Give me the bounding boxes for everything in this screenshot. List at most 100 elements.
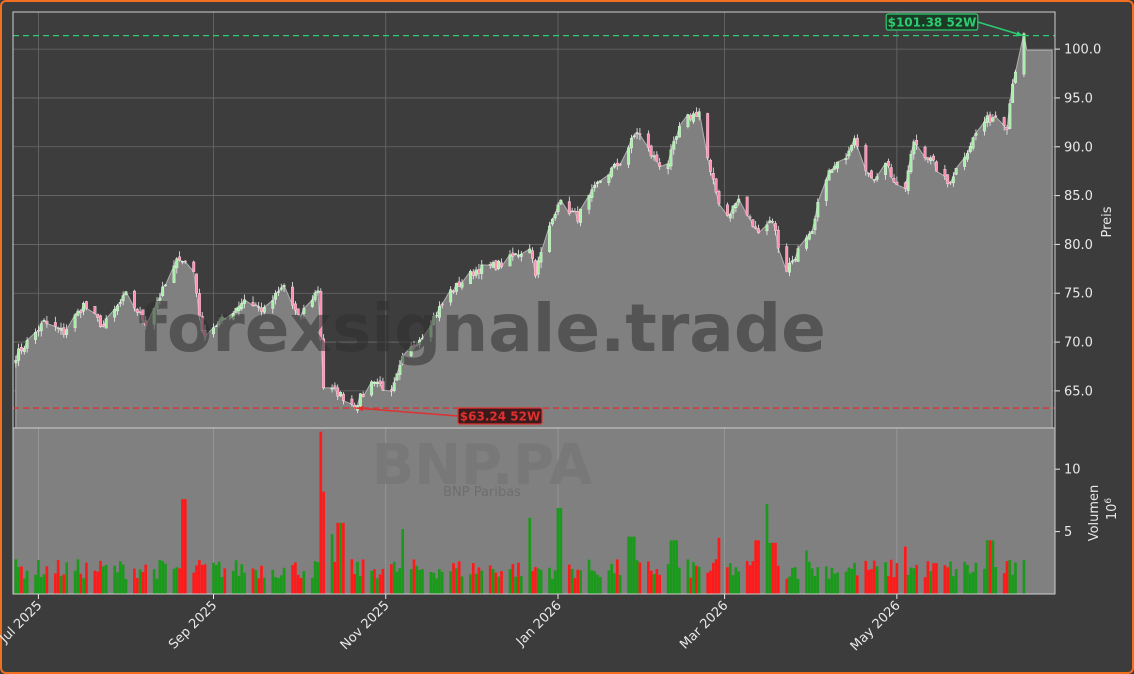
- volume-bar: [774, 542, 777, 594]
- candle-body: [175, 258, 179, 269]
- volume-bar: [531, 570, 534, 594]
- volume-bar: [573, 578, 577, 594]
- candle-body: [652, 155, 656, 157]
- volume-bar: [892, 577, 896, 594]
- volume-bar: [20, 566, 23, 594]
- candle-body: [923, 146, 927, 158]
- volume-bar: [449, 571, 453, 594]
- candle-body: [22, 348, 26, 352]
- volume-bar: [785, 578, 789, 594]
- candle-body: [1014, 71, 1017, 83]
- candle-body: [457, 281, 461, 287]
- volume-bar: [373, 569, 376, 594]
- volume-bar: [438, 569, 441, 594]
- volume-bar: [776, 565, 780, 594]
- price-tick-label: 90.0: [1064, 140, 1093, 155]
- volume-bar: [322, 491, 325, 594]
- volume-bar: [548, 567, 551, 594]
- candle-body: [926, 157, 930, 160]
- volume-bar: [847, 567, 851, 594]
- candle-body: [514, 253, 518, 255]
- candle-body: [440, 303, 444, 306]
- volume-bar: [59, 575, 63, 594]
- volume-bar: [796, 578, 800, 594]
- candle-body: [181, 261, 184, 263]
- volume-bar: [570, 569, 574, 594]
- x-tick-label: Mar 2026: [677, 598, 731, 652]
- candle-body: [99, 315, 102, 327]
- candle-body: [164, 284, 167, 287]
- candle-body: [870, 170, 873, 179]
- candle-body: [373, 382, 376, 384]
- volume-bar: [429, 572, 433, 594]
- candle-body: [336, 387, 340, 397]
- candle-body: [53, 322, 57, 327]
- volume-bar: [310, 577, 314, 594]
- volume-bar: [198, 560, 201, 594]
- volume-bar: [494, 572, 498, 594]
- candle-body: [36, 330, 40, 332]
- volume-bar: [82, 578, 85, 594]
- candle-body: [903, 182, 907, 189]
- volume-bar: [358, 575, 362, 594]
- candle-body: [322, 338, 326, 389]
- candle-body: [790, 260, 794, 263]
- volume-bar: [870, 569, 873, 594]
- candle-body: [254, 304, 258, 307]
- x-tick-label: Jul 2025: [0, 598, 45, 647]
- candle-body: [361, 393, 365, 397]
- candle-body: [807, 233, 811, 240]
- volume-bar: [672, 540, 676, 594]
- candle-body: [432, 315, 436, 326]
- candle-body: [418, 339, 422, 345]
- volume-bar: [469, 574, 472, 594]
- volume-bar: [754, 540, 758, 594]
- candle-body: [627, 147, 631, 165]
- candle-body: [302, 308, 306, 314]
- candle-body: [768, 220, 772, 223]
- volume-bar: [576, 569, 580, 594]
- candle-body: [25, 340, 29, 349]
- volume-bar: [415, 565, 419, 594]
- volume-bar: [949, 561, 952, 594]
- candle-body: [183, 260, 187, 263]
- volume-bar: [830, 567, 834, 594]
- volume-bar: [966, 564, 969, 594]
- candle-body: [1022, 33, 1026, 75]
- volume-bar: [155, 578, 159, 594]
- volume-bar: [350, 559, 354, 594]
- volume-bar: [695, 565, 698, 594]
- candle-body: [42, 320, 46, 322]
- volume-bar: [709, 570, 712, 594]
- volume-bar: [124, 579, 128, 594]
- volume-bar: [104, 564, 108, 594]
- watermark-site: forexsignale.trade: [138, 290, 826, 367]
- volume-bar: [717, 537, 721, 594]
- candle-body: [488, 263, 492, 266]
- volume-bar: [45, 566, 49, 594]
- x-tick-label: Sep 2025: [166, 598, 220, 652]
- volume-bar: [655, 569, 659, 594]
- volume-panel: 5 10: [12, 427, 1081, 595]
- volume-bar: [551, 578, 554, 594]
- candle-body: [949, 181, 952, 184]
- candle-body: [93, 306, 97, 314]
- x-tick-label: May 2026: [848, 598, 904, 654]
- volume-bar: [864, 560, 868, 594]
- candle-body: [429, 325, 433, 338]
- volume-bar: [579, 570, 582, 594]
- candle-body: [613, 163, 616, 168]
- x-tick-label: Nov 2025: [338, 598, 393, 653]
- volume-bar: [935, 563, 938, 594]
- volume-bar: [1022, 559, 1026, 594]
- volume-bar: [1014, 562, 1017, 594]
- volume-plot-area: [13, 428, 1055, 594]
- candle-body: [82, 303, 86, 312]
- volume-bar: [257, 578, 261, 594]
- volume-bar: [895, 563, 899, 594]
- volume-bar: [452, 563, 455, 594]
- candle-body: [223, 318, 227, 320]
- volume-bar: [519, 576, 523, 594]
- volume-bar: [658, 574, 662, 594]
- high-52w-annotation-arrow: [977, 21, 1024, 37]
